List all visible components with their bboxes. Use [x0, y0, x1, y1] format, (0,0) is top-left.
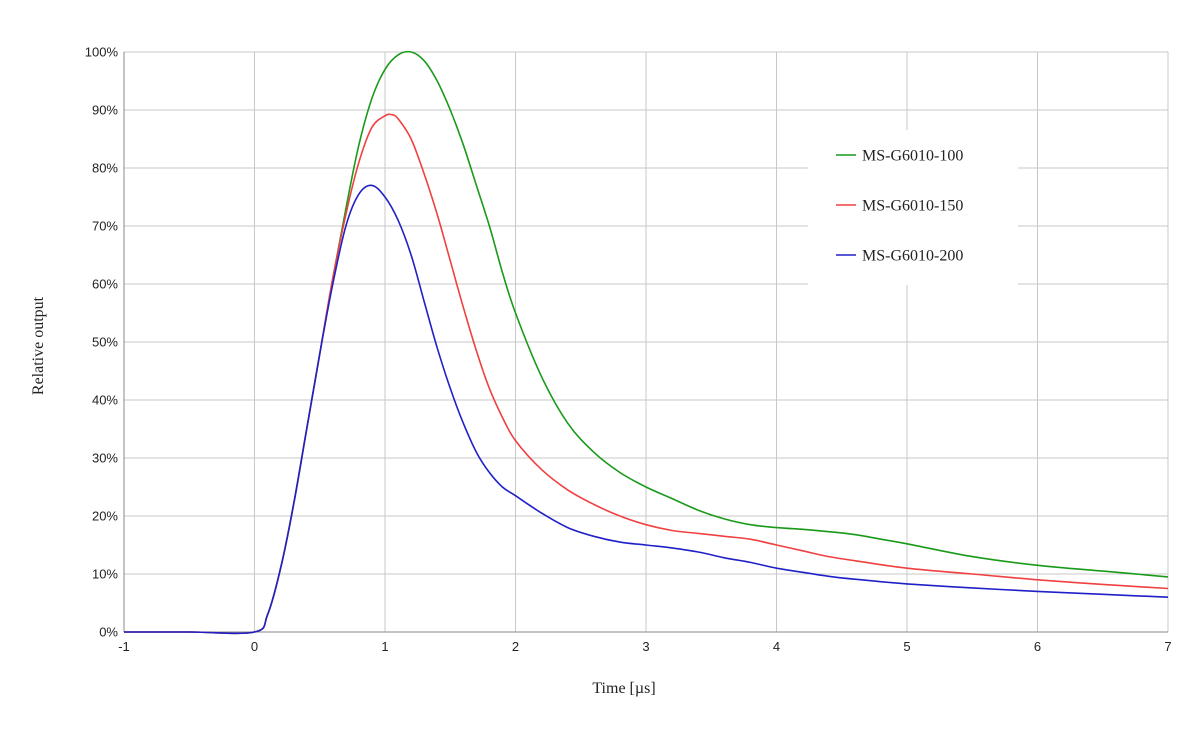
- legend-label-ms-g6010-200: MS-G6010-200: [862, 248, 963, 265]
- y-tick-label: 0%: [99, 625, 118, 640]
- y-tick-label: 30%: [92, 451, 118, 466]
- y-tick-label: 70%: [92, 219, 118, 234]
- x-axis-title: Time [µs]: [592, 680, 655, 697]
- x-tick-label: 1: [381, 639, 388, 654]
- y-tick-label: 40%: [92, 393, 118, 408]
- y-tick-label: 90%: [92, 103, 118, 118]
- grid: [123, 51, 1169, 633]
- x-tick-label: 7: [1164, 639, 1171, 654]
- legend-label-ms-g6010-100: MS-G6010-100: [862, 148, 963, 165]
- x-tick-label: -1: [118, 639, 130, 654]
- x-tick-label: 3: [642, 639, 649, 654]
- x-tick-label: 5: [903, 639, 910, 654]
- x-tick-label: 4: [773, 639, 780, 654]
- y-tick-label: 20%: [92, 509, 118, 524]
- series-line-ms-g6010-200: [123, 184, 1169, 635]
- legend-label-ms-g6010-150: MS-G6010-150: [862, 198, 963, 215]
- y-tick-label: 50%: [92, 335, 118, 350]
- y-tick-label: 80%: [92, 161, 118, 176]
- y-axis-title: Relative output: [30, 296, 47, 395]
- x-tick-label: 0: [251, 639, 258, 654]
- x-tick-label: 6: [1034, 639, 1041, 654]
- y-tick-label: 100%: [85, 45, 119, 60]
- legend: MS-G6010-100 MS-G6010-150 MS-G6010-200: [808, 130, 1018, 285]
- y-tick-label: 60%: [92, 277, 118, 292]
- tick-labels: -1 0 1 2 3 4 5 6 70%10%20%30%40%50%60%70%80%90%1…: [85, 45, 1172, 655]
- y-tick-label: 10%: [92, 567, 118, 582]
- axes: [123, 52, 1168, 633]
- series-lines: [123, 50, 1169, 635]
- x-tick-label: 2: [512, 639, 519, 654]
- legend-box: [808, 130, 1018, 285]
